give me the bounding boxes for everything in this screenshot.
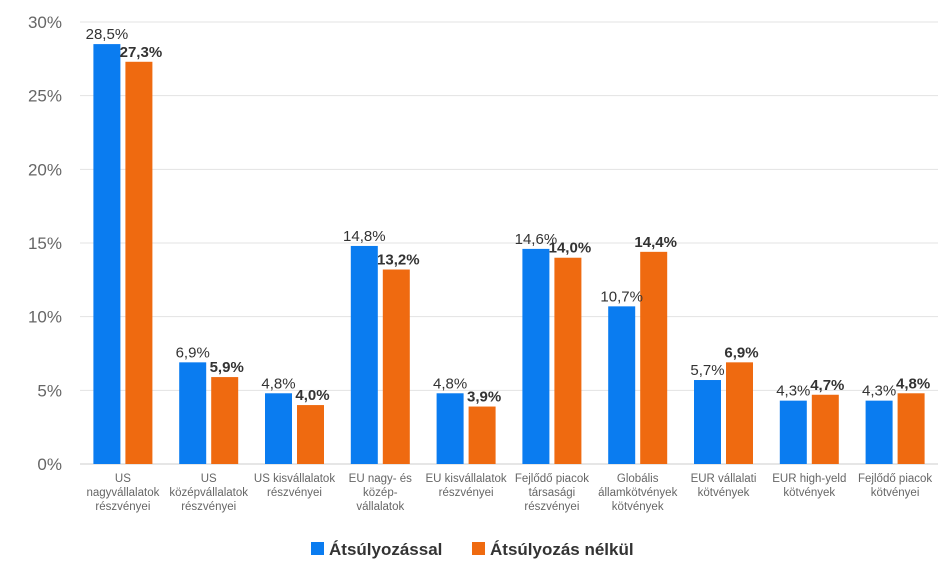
y-tick-label: 30% — [28, 13, 62, 32]
x-tick-label: közép- — [363, 487, 398, 499]
bar-with-rebalancing — [265, 393, 292, 464]
y-tick-label: 20% — [28, 160, 62, 179]
bar-without-rebalancing — [811, 394, 839, 464]
legend: Átsúlyozással Átsúlyozás nélkül — [311, 540, 634, 559]
x-tick-label: részvényei — [439, 487, 494, 499]
data-label: 14,0% — [549, 240, 592, 257]
x-tick-label: EUR high-yeld — [772, 473, 846, 485]
x-tick-label: EU kisvállalatok — [426, 473, 507, 485]
x-tick-label: nagyvállalatok — [86, 487, 159, 499]
bars — [93, 44, 925, 464]
x-tick-label: kötvényei — [871, 487, 920, 499]
bar-with-rebalancing — [179, 362, 207, 464]
bar-without-rebalancing — [297, 405, 324, 464]
x-tick-label: EUR vállalati — [691, 473, 757, 485]
x-tick-label: Globális — [617, 473, 659, 485]
data-label: 4,8% — [433, 375, 467, 392]
data-label: 4,0% — [295, 387, 329, 404]
data-label: 4,8% — [261, 375, 295, 392]
bar-with-rebalancing — [93, 44, 121, 464]
x-tick-label: középvállalatok — [169, 487, 248, 499]
legend-swatch — [472, 542, 485, 555]
x-tick-label: EU nagy- és — [349, 473, 413, 485]
x-tick-label: kötvények — [612, 501, 664, 513]
x-tick-label: Fejlődő piacok — [515, 473, 589, 485]
data-label: 14,8% — [343, 228, 386, 245]
x-tick-label: US — [201, 473, 217, 485]
data-label: 14,6% — [515, 231, 558, 248]
bar-with-rebalancing — [350, 245, 378, 464]
bar-without-rebalancing — [726, 362, 753, 464]
bar-with-rebalancing — [694, 380, 721, 464]
bar-with-rebalancing — [779, 400, 807, 464]
bar-without-rebalancing — [382, 269, 410, 464]
y-tick-label: 25% — [28, 87, 62, 106]
x-tick-label: US — [115, 473, 131, 485]
x-axis: US nagyvállalatok részvényei US középvállala… — [86, 473, 932, 513]
y-tick-label: 5% — [37, 381, 62, 400]
x-tick-label: társasági — [529, 487, 576, 499]
bar-with-rebalancing — [436, 393, 464, 464]
y-axis: 0% 5% 10% 15% 20% 25% 30% — [28, 13, 62, 474]
x-tick-label: US kisvállalatok — [254, 473, 335, 485]
y-tick-label: 0% — [37, 455, 62, 474]
x-tick-label: kötvények — [783, 487, 835, 499]
bar-without-rebalancing — [468, 406, 496, 464]
data-label: 6,9% — [724, 344, 758, 361]
bar-with-rebalancing — [522, 248, 550, 464]
data-label: 4,8% — [896, 375, 930, 392]
x-tick-label: vállalatok — [356, 501, 404, 513]
x-tick-label: részvényei — [524, 501, 579, 513]
y-tick-label: 15% — [28, 234, 62, 253]
x-tick-label: részvényei — [267, 487, 322, 499]
bar-without-rebalancing — [211, 377, 239, 464]
x-tick-label: részvényei — [181, 501, 236, 513]
data-label: 4,3% — [776, 383, 810, 400]
data-label: 5,7% — [690, 362, 724, 379]
data-label: 13,2% — [377, 252, 420, 269]
x-tick-label: kötvények — [698, 487, 750, 499]
bar-without-rebalancing — [554, 257, 582, 464]
legend-label: Átsúlyozással — [329, 540, 442, 559]
data-label: 5,9% — [210, 359, 244, 376]
data-label: 14,4% — [634, 234, 677, 251]
data-label: 28,5% — [86, 26, 129, 43]
data-label: 6,9% — [176, 344, 210, 361]
x-tick-label: részvényei — [95, 501, 150, 513]
legend-label: Átsúlyozás nélkül — [490, 540, 634, 559]
legend-swatch — [311, 542, 324, 555]
bar-without-rebalancing — [897, 393, 925, 464]
data-label: 4,7% — [810, 377, 844, 394]
bar-with-rebalancing — [608, 306, 636, 464]
data-label: 3,9% — [467, 389, 501, 406]
data-label: 27,3% — [120, 44, 163, 61]
data-labels: 28,5%27,3%6,9%5,9%4,8%4,0%14,8%13,2%4,8%… — [86, 26, 931, 405]
bar-without-rebalancing — [640, 251, 668, 464]
x-tick-label: Fejlődő piacok — [858, 473, 932, 485]
bar-without-rebalancing — [125, 61, 153, 464]
data-label: 10,7% — [600, 288, 643, 305]
bar-with-rebalancing — [865, 400, 893, 464]
data-label: 4,3% — [862, 383, 896, 400]
x-tick-label: államkötvények — [598, 487, 678, 499]
y-tick-label: 10% — [28, 308, 62, 327]
